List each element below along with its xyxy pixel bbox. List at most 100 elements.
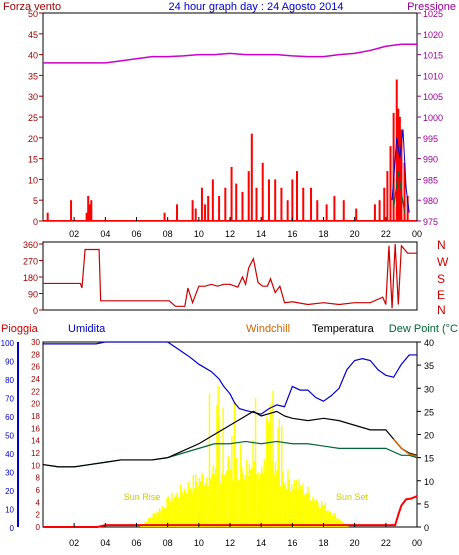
direction-letter-n-bottom: N bbox=[437, 303, 446, 317]
x-tick-label: 10 bbox=[194, 538, 204, 548]
temperature-label: Temperatura bbox=[312, 323, 375, 335]
rain-tick-label: 4 bbox=[36, 498, 41, 507]
rain-tick-label: 10 bbox=[31, 461, 40, 470]
direction-tick-label: 180 bbox=[23, 273, 38, 283]
direction-tick-label: 360 bbox=[23, 240, 38, 250]
temp-tick-label: 5 bbox=[424, 500, 429, 510]
pressure-tick-label: 985 bbox=[423, 175, 438, 185]
rain-tick-label: 16 bbox=[31, 424, 40, 433]
x-tick-label: 22 bbox=[381, 538, 391, 548]
x-tick-label: 04 bbox=[100, 538, 110, 548]
direction-letter-s: S bbox=[437, 272, 445, 286]
direction-tick-label: 90 bbox=[28, 290, 38, 300]
x-tick-label: 22 bbox=[381, 229, 391, 239]
x-tick-label: 08 bbox=[163, 229, 173, 239]
temp-tick-label: 35 bbox=[424, 361, 434, 371]
humidity-label: Umidita bbox=[68, 323, 106, 335]
x-tick-label: 02 bbox=[69, 229, 79, 239]
humidity-tick-label: 10 bbox=[5, 506, 14, 515]
windchill-line bbox=[393, 438, 418, 457]
dewpoint-label: Dew Point (°C bbox=[389, 323, 458, 335]
pressure-tick-label: 975 bbox=[423, 217, 438, 227]
pressure-tick-label: 990 bbox=[423, 155, 438, 165]
temp-tick-label: 15 bbox=[424, 454, 434, 464]
x-tick-label: 14 bbox=[256, 538, 266, 548]
pressure-tick-label: 995 bbox=[423, 134, 438, 144]
graph-title: 24 hour graph day : 24 Agosto 2014 bbox=[169, 1, 344, 13]
wind-tick-label: 25 bbox=[28, 113, 38, 123]
x-tick-label: 08 bbox=[163, 538, 173, 548]
wind-tick-label: 35 bbox=[28, 71, 38, 81]
temp-tick-label: 10 bbox=[424, 477, 434, 487]
rain-tick-label: 20 bbox=[31, 400, 40, 409]
rain-tick-label: 0 bbox=[36, 523, 41, 532]
wind-tick-label: 5 bbox=[33, 196, 38, 206]
x-tick-label: 00 bbox=[412, 538, 422, 548]
wind-tick-label: 45 bbox=[28, 30, 38, 40]
direction-letter-w: W bbox=[437, 255, 449, 269]
wind-tick-label: 15 bbox=[28, 155, 38, 165]
humidity-tick-label: 0 bbox=[10, 524, 15, 533]
direction-panel bbox=[42, 241, 418, 311]
temp-tick-label: 40 bbox=[424, 338, 434, 348]
wind-tick-label: 0 bbox=[33, 217, 38, 227]
direction-tick-label: 270 bbox=[23, 257, 38, 267]
chart-marks-layer bbox=[42, 43, 418, 528]
rain-tick-label: 18 bbox=[31, 412, 40, 421]
x-tick-label: 18 bbox=[318, 538, 328, 548]
humidity-tick-label: 100 bbox=[1, 339, 15, 348]
x-tick-label: 12 bbox=[225, 229, 235, 239]
humidity-tick-label: 40 bbox=[5, 450, 14, 459]
rain-tick-label: 22 bbox=[31, 387, 40, 396]
humidity-tick-label: 20 bbox=[5, 487, 14, 496]
x-tick-label: 06 bbox=[131, 229, 141, 239]
gust-trace bbox=[391, 129, 410, 213]
x-tick-label: 06 bbox=[131, 538, 141, 548]
x-tick-label: 18 bbox=[318, 229, 328, 239]
pressure-tick-label: 1025 bbox=[423, 9, 443, 19]
rain-tick-label: 24 bbox=[31, 375, 40, 384]
wind-tick-label: 20 bbox=[28, 134, 38, 144]
rain-line bbox=[43, 495, 418, 528]
rain-tick-label: 26 bbox=[31, 363, 40, 372]
x-tick-label: 20 bbox=[350, 538, 360, 548]
x-tick-label: 16 bbox=[287, 229, 297, 239]
pressure-tick-label: 980 bbox=[423, 196, 438, 206]
temp-tick-label: 0 bbox=[424, 523, 429, 533]
x-tick-label: 04 bbox=[100, 229, 110, 239]
temperature-line bbox=[42, 410, 418, 468]
humidity-tick-label: 70 bbox=[5, 395, 14, 404]
sun-rise-label: Sun Rise bbox=[124, 492, 161, 502]
x-tick-label: 16 bbox=[287, 538, 297, 548]
rain-tick-label: 12 bbox=[31, 449, 40, 458]
pressure-line bbox=[43, 43, 417, 64]
temp-tick-label: 25 bbox=[424, 407, 434, 417]
x-tick-label: 10 bbox=[194, 229, 204, 239]
wind-tick-label: 40 bbox=[28, 51, 38, 61]
sun-set-label: Sun Set bbox=[336, 492, 369, 502]
temp-tick-label: 20 bbox=[424, 431, 434, 441]
direction-letter-e: E bbox=[437, 288, 445, 302]
windchill-label: Windchill bbox=[246, 323, 290, 335]
rain-tick-label: 2 bbox=[36, 511, 41, 520]
wind-tick-label: 50 bbox=[28, 9, 38, 19]
humidity-tick-label: 90 bbox=[5, 358, 14, 367]
x-tick-label: 20 bbox=[350, 229, 360, 239]
pressure-tick-label: 1020 bbox=[423, 30, 443, 40]
humidity-tick-label: 30 bbox=[5, 469, 14, 478]
rain-tick-label: 6 bbox=[36, 486, 41, 495]
rain-tick-label: 28 bbox=[31, 350, 40, 359]
axes-layer: 0510152025303540455097598098599099510001… bbox=[1, 9, 443, 548]
wind-tick-label: 30 bbox=[28, 92, 38, 102]
x-tick-label: 00 bbox=[412, 229, 422, 239]
x-tick-label: 14 bbox=[256, 229, 266, 239]
direction-letter-n-top: N bbox=[437, 238, 446, 252]
humidity-line bbox=[43, 341, 417, 415]
pressure-tick-label: 1005 bbox=[423, 92, 443, 102]
rain-tick-label: 14 bbox=[31, 437, 40, 446]
pressure-tick-label: 1000 bbox=[423, 113, 443, 123]
x-tick-label: 12 bbox=[225, 538, 235, 548]
humidity-tick-label: 80 bbox=[5, 376, 14, 385]
wind-title: Forza vento bbox=[3, 1, 61, 13]
